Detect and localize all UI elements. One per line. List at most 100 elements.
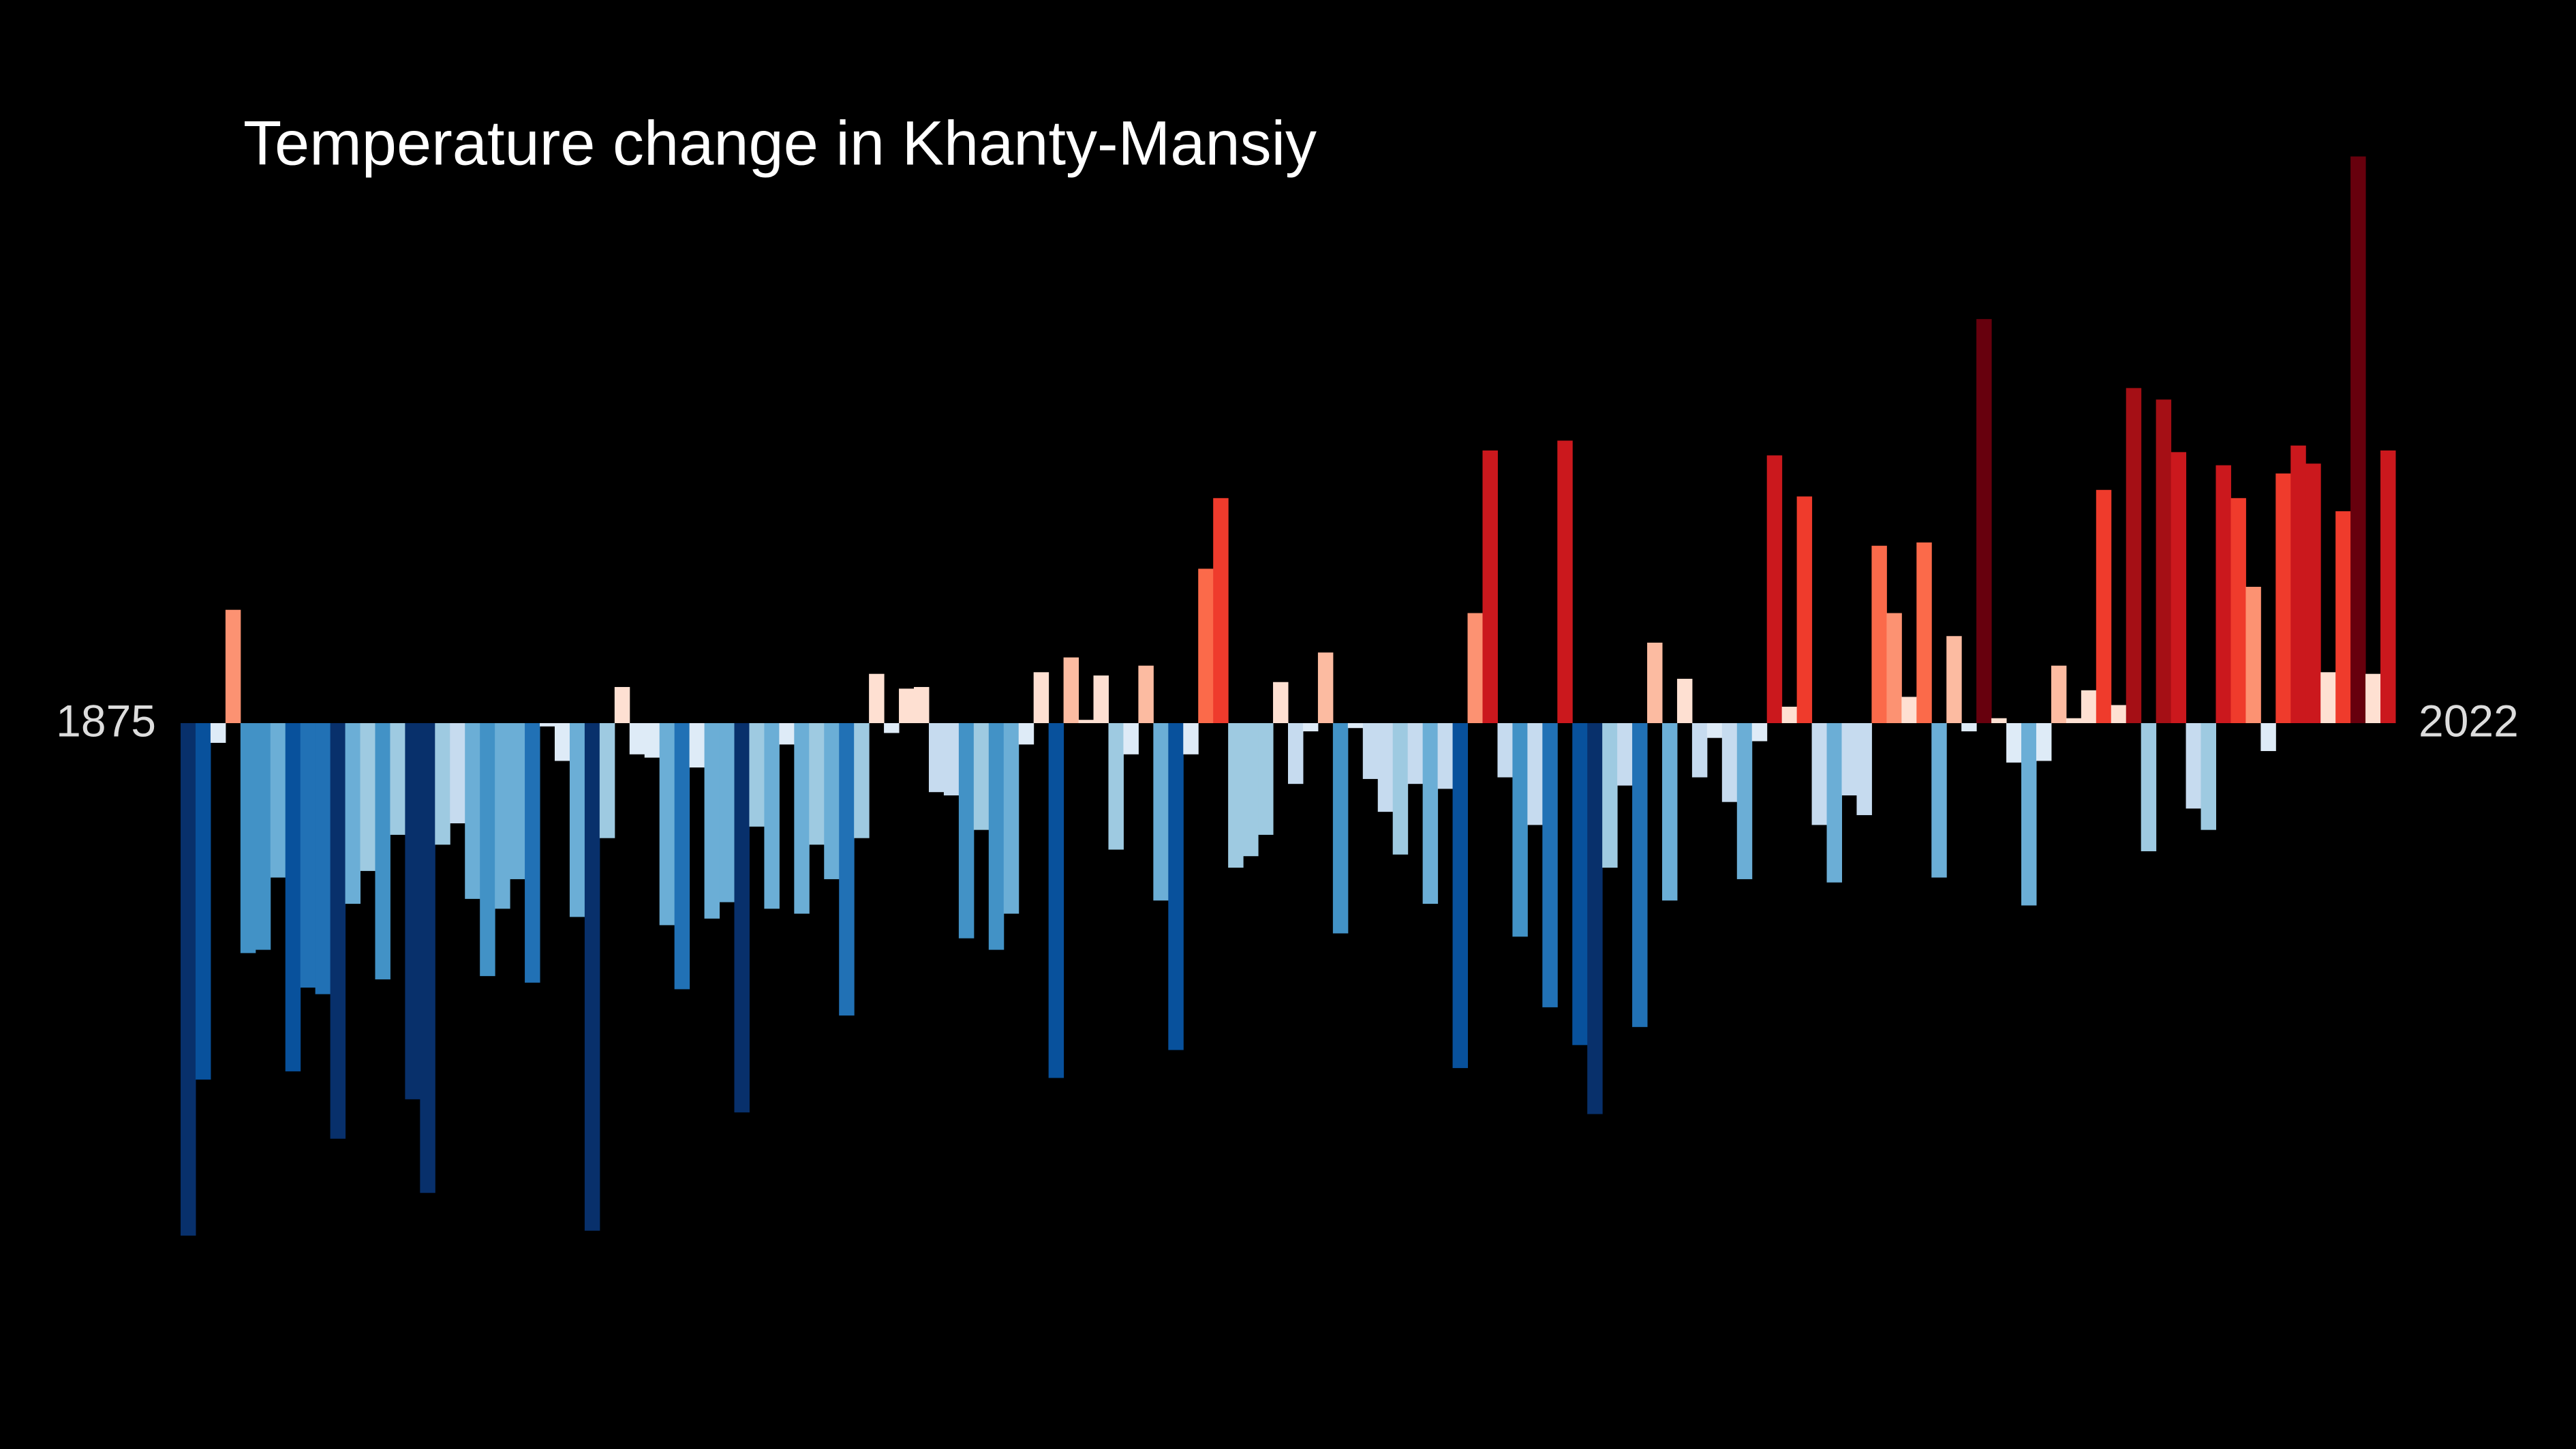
bar [1138,665,1154,723]
bar [704,723,720,919]
bar [1527,723,1543,825]
bar [809,723,825,845]
bar [300,723,316,988]
bar [1228,723,1244,868]
bar [614,686,630,723]
bar [1183,723,1199,754]
bar [2171,452,2187,723]
bar [495,723,510,909]
bar [943,723,960,796]
bar [1587,723,1603,1114]
bar [824,723,840,879]
bar [1003,723,1019,914]
bar [1063,657,1079,723]
bar [1108,723,1124,850]
bar [2380,450,2396,723]
bar [1273,682,1289,723]
bar [2051,665,2067,723]
bar [315,723,331,994]
bar [2201,723,2216,830]
bar [2156,399,2172,723]
bar [1317,652,1334,723]
bar [1422,723,1439,904]
bar [1751,723,1768,742]
bar [1661,723,1678,901]
bar [1407,723,1424,784]
bar [1856,723,1872,815]
bar [2290,445,2306,723]
bar [1482,450,1498,723]
bar [2245,586,2261,723]
bar [1018,723,1034,745]
bar [629,723,645,754]
bar [1437,723,1454,789]
bar [899,688,915,723]
bar [270,723,286,878]
chart-title: Temperature change in Khanty-Mansiy [243,108,1317,178]
bar [569,723,585,917]
bar [1347,723,1364,729]
bar [1512,723,1528,937]
bar [2111,705,2127,723]
bar [779,723,795,745]
bar [210,723,226,743]
bar [1452,723,1469,1069]
bar [1078,720,1094,723]
bar [285,723,301,1071]
bar [360,723,375,871]
bar [644,723,660,758]
bar [1302,723,1319,732]
bar [1542,723,1558,1007]
bar [1123,723,1139,754]
bar [2260,723,2276,751]
bar [2066,718,2082,723]
bar [749,723,765,827]
bar [435,723,450,845]
bar [510,723,525,879]
bar [2350,156,2366,724]
bar [2081,690,2097,723]
bar [480,723,495,977]
bar [1632,723,1648,1027]
bar [1841,723,1857,796]
bar [1168,723,1184,1050]
bar [1033,672,1049,723]
bar [719,723,735,902]
bar [390,723,405,835]
bar [405,723,420,1099]
bar [689,723,705,768]
bar [764,723,780,909]
bar [2141,723,2157,851]
bar [540,723,555,727]
bar [1766,455,1783,723]
bar [1258,723,1274,835]
bar [1647,642,1663,723]
bar [734,723,750,1113]
bar [1736,723,1753,879]
x-end-label: 2022 [2419,695,2519,746]
bar [450,723,465,824]
bar [1362,723,1379,779]
bar [1243,723,1259,857]
bar [2006,723,2022,763]
bar [884,723,900,733]
bar [1886,613,1902,723]
bar [1332,723,1349,934]
bar [1198,568,1214,723]
bar [1811,723,1828,825]
bar [375,723,390,979]
bar [2320,672,2336,723]
bar [465,723,480,899]
bar [1991,718,2007,723]
bar [1961,723,1977,732]
bar [2215,465,2231,723]
x-start-label: 1875 [56,695,156,746]
bar [1213,498,1229,723]
bar [240,723,256,954]
bar [2036,723,2052,761]
bar [195,723,211,1080]
bar [599,723,615,838]
bar [345,723,361,904]
bar [2275,473,2291,723]
